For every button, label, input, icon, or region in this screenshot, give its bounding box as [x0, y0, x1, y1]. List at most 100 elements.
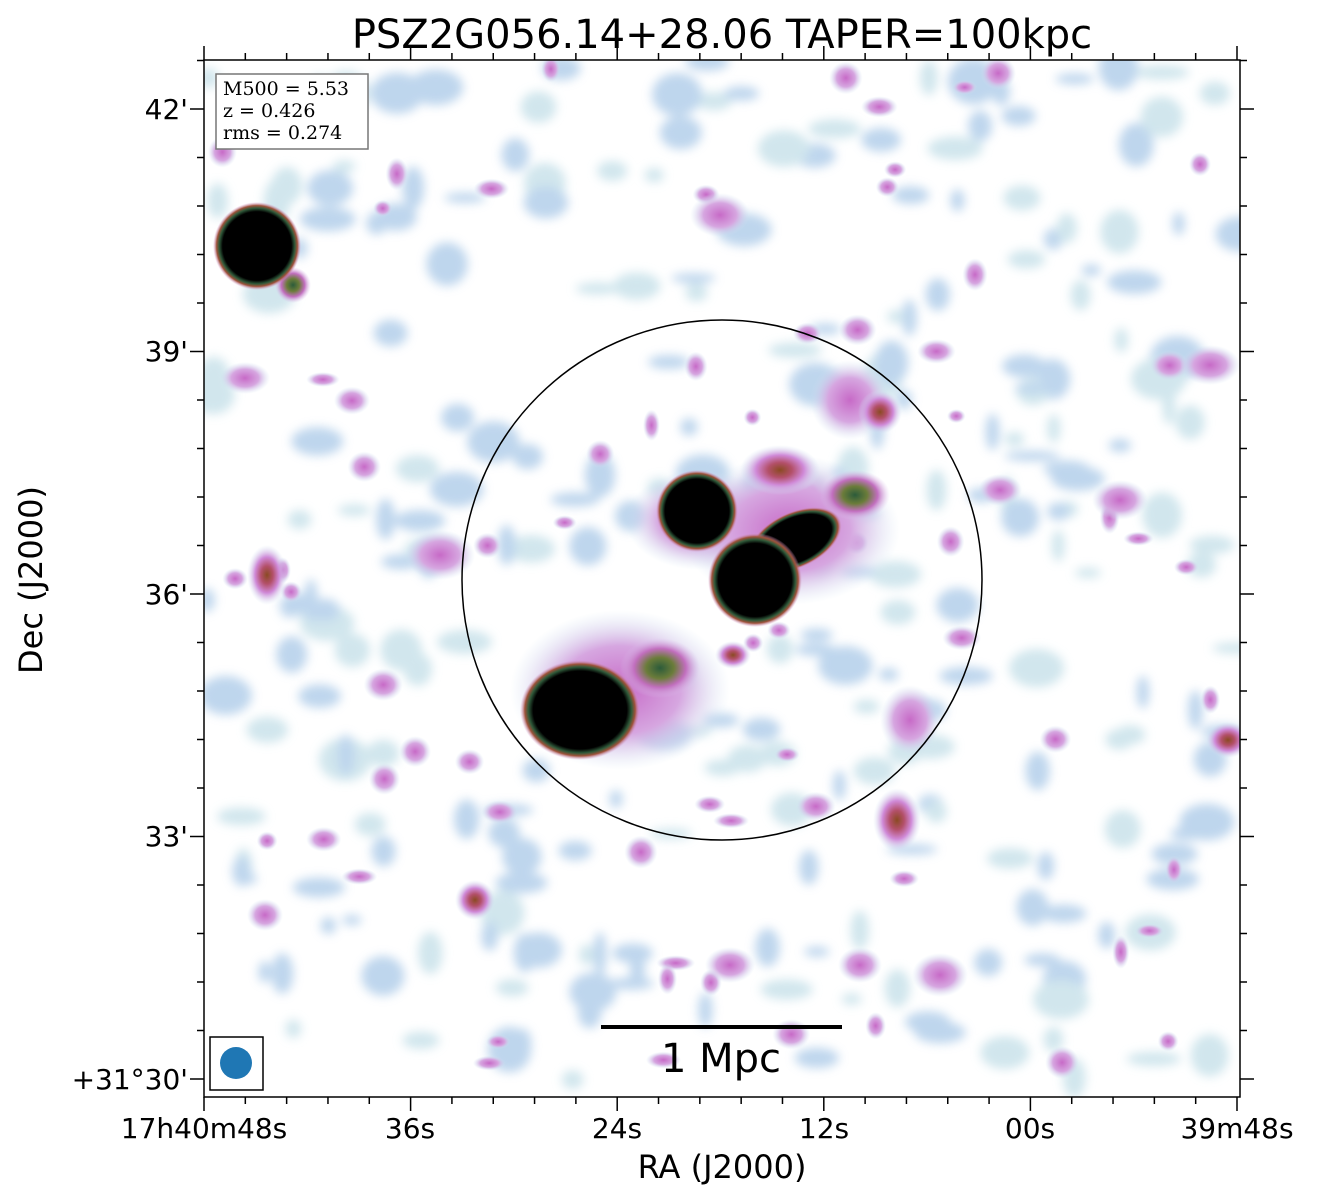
noise-peak [865, 1012, 887, 1040]
x-tick-label: 00s [1005, 1112, 1055, 1145]
noise-blob [804, 946, 830, 957]
noise-blob [766, 634, 794, 664]
noise-peak [875, 177, 899, 197]
noise-blob [569, 527, 607, 566]
noise-peak [385, 157, 409, 191]
noise-blob [246, 716, 289, 743]
noise-peak [980, 60, 1017, 91]
noise-blob [1190, 1034, 1229, 1077]
noise-blob [936, 587, 979, 623]
noise-peak [657, 963, 678, 995]
noise-blob [495, 979, 529, 997]
noise-blob [925, 800, 947, 823]
noise-peak [774, 747, 800, 762]
noise-blob [841, 993, 862, 1005]
noise-blob [974, 948, 1003, 977]
noise-blob [550, 492, 600, 507]
noise-blob [366, 739, 400, 768]
source-central [708, 533, 802, 627]
noise-peak [796, 791, 836, 822]
noise-blob [577, 996, 602, 1029]
noise-blob [609, 977, 654, 990]
r500-circle [461, 319, 983, 841]
noise-peak [1165, 855, 1183, 884]
noise-blob [1004, 431, 1025, 447]
noise-peak [486, 1034, 511, 1050]
noise-blob [901, 299, 917, 337]
noise-peak [586, 440, 615, 469]
noise-blob [426, 242, 468, 286]
noise-blob [698, 992, 713, 1028]
source-central-ne [656, 470, 738, 552]
noise-blob [1047, 502, 1070, 521]
noise-blob [495, 872, 548, 894]
noise-blob [593, 932, 607, 976]
x-tick-label: 39m48s [1180, 1112, 1293, 1145]
noise-blob [1074, 567, 1102, 578]
x-tick-label: 24s [592, 1112, 642, 1145]
noise-peak [472, 1055, 506, 1071]
noise-blob [204, 588, 215, 612]
noise-blob [1055, 73, 1094, 85]
noise-peak [645, 1051, 682, 1069]
noise-blob [613, 272, 661, 300]
noise-peak [962, 258, 988, 292]
noise-blob [402, 1031, 440, 1050]
noise-peak [743, 408, 762, 426]
noise-blob [927, 136, 983, 161]
noise-blob [884, 969, 911, 1008]
noise-blob [1212, 642, 1240, 654]
noise-blob [507, 535, 556, 563]
noise-peak [481, 800, 518, 824]
noise-blob [299, 206, 356, 232]
noise-blob [914, 1021, 966, 1044]
noise-blob [579, 944, 595, 965]
noise-blob [596, 160, 628, 182]
noise-blob [1001, 498, 1040, 537]
noise-blob [320, 917, 337, 934]
noise-peak [280, 581, 302, 603]
noise-blob [337, 734, 355, 776]
noise-blob [444, 192, 486, 203]
noise-blob [1043, 1026, 1064, 1052]
noise-blob [1179, 803, 1235, 841]
noise-peak [860, 96, 898, 118]
noise-blob [371, 836, 396, 867]
noise-blob [373, 319, 408, 347]
x-tick-labels: 17h40m48s 36s 24s 12s 00s 39m48s [121, 1112, 1294, 1145]
noise-blob [648, 355, 690, 370]
noise-peak [947, 409, 966, 424]
noise-peak [1200, 685, 1221, 714]
noise-blob [561, 1070, 584, 1090]
noise-blob [394, 509, 446, 532]
noise-blob [671, 273, 716, 284]
noise-blob [926, 469, 947, 511]
noise-blob [1134, 65, 1190, 80]
chart-title: PSZ2G056.14+28.06 TAPER=100kpc [352, 12, 1092, 58]
noise-blob [337, 504, 371, 517]
noise-blob [1009, 648, 1065, 688]
noise-blob [742, 717, 781, 742]
noise-blob [271, 166, 303, 205]
noise-blob [818, 646, 873, 685]
noise-peak [1149, 350, 1190, 381]
noise-blob [1187, 690, 1203, 730]
noise-blob [467, 421, 520, 463]
noise-blob [441, 403, 475, 432]
y-tick-label: +31°30' [72, 1063, 188, 1096]
noise-blob [1189, 535, 1235, 554]
noise-blob [1056, 213, 1077, 244]
noise-peak [1112, 935, 1130, 969]
noise-blob [1215, 216, 1240, 252]
noise-blob [892, 186, 930, 205]
noise-peak [473, 532, 502, 559]
noise-blob [291, 427, 344, 456]
noise-blob [370, 72, 424, 114]
noise-blob [1003, 185, 1041, 211]
x-tick-label: 36s [385, 1112, 435, 1145]
y-tick-label: 42' [145, 93, 188, 126]
noise-blob [1070, 279, 1091, 311]
noise-peak [1188, 152, 1212, 177]
noise-peak [917, 339, 956, 364]
